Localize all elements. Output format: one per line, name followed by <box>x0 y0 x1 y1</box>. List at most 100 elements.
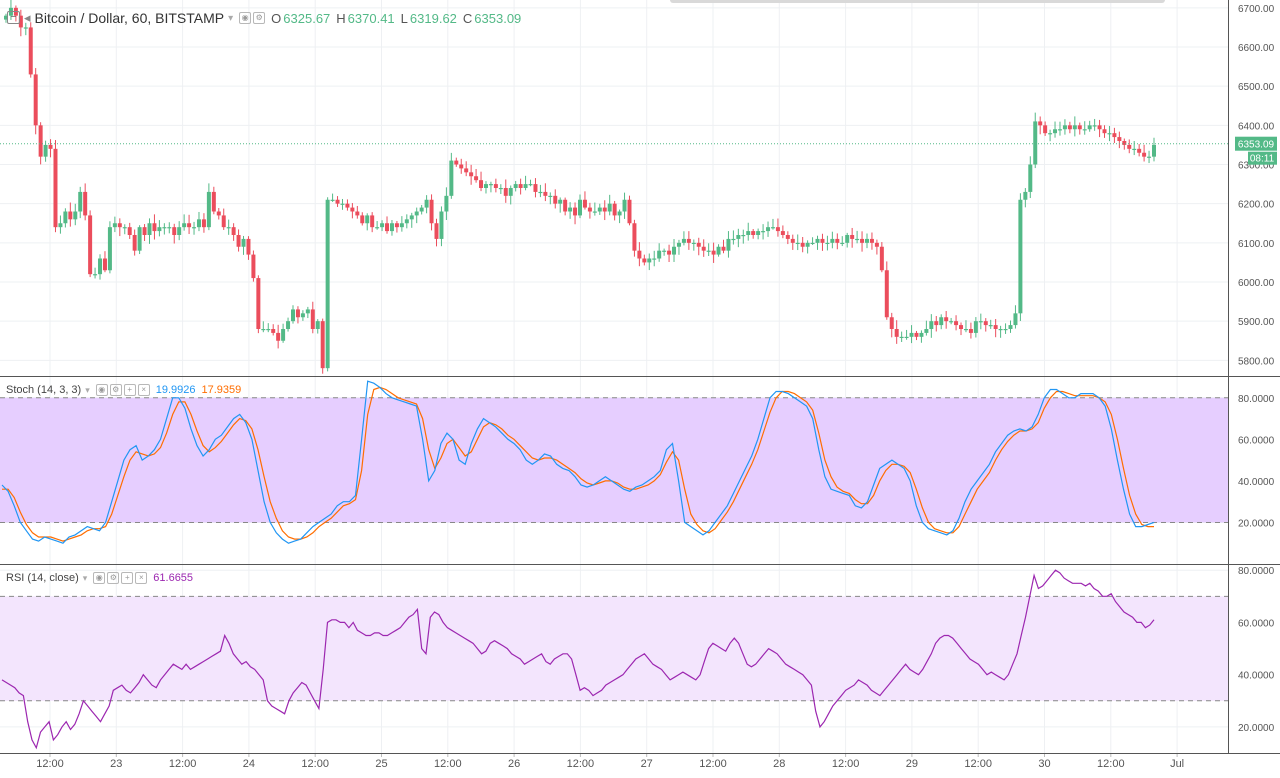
eye-icon[interactable]: ◉ <box>93 572 106 584</box>
candle-body-up <box>300 313 305 318</box>
collapse-icon[interactable]: − <box>7 11 20 24</box>
candle-body-up <box>578 199 582 216</box>
candle-body-up <box>538 191 543 194</box>
candle-body-up <box>855 238 860 241</box>
x-axis-tick-label: 12:00 <box>1097 758 1125 770</box>
candle-body-down <box>88 215 93 275</box>
candle-body-up <box>770 227 775 229</box>
candle-body-up <box>380 223 385 228</box>
candles[interactable] <box>4 0 1156 374</box>
candle-body-down <box>221 215 226 228</box>
candle-body-down <box>751 231 756 235</box>
scroll-indicator[interactable] <box>670 0 1165 3</box>
settings-icon[interactable]: ⚙ <box>107 572 120 584</box>
eye-icon[interactable]: ◉ <box>239 12 252 24</box>
x-axis-tick-label: 12:00 <box>169 758 197 770</box>
rsi-value: 61.6655 <box>153 572 194 584</box>
candle-body-up <box>498 188 503 190</box>
candle-body-down <box>884 270 889 318</box>
candle-body-down <box>637 250 642 259</box>
x-axis-tick-label: 26 <box>508 758 520 770</box>
candle-body-down <box>959 325 964 329</box>
candle-body-up <box>1107 133 1112 135</box>
x-axis-tick-label: 12:00 <box>434 758 462 770</box>
close-icon[interactable]: × <box>137 384 150 396</box>
candle-body-up <box>756 231 761 235</box>
symbol-title[interactable]: Bitcoin / Dollar, 60, BITSTAMP <box>34 10 225 26</box>
candle-body-up <box>1033 121 1038 165</box>
candle-body-up <box>548 195 553 198</box>
candle-body-up <box>305 309 310 314</box>
candle-body-down <box>1038 121 1043 126</box>
candle-body-up <box>98 258 103 275</box>
x-axis-tick-label: 12:00 <box>699 758 727 770</box>
candle-body-up <box>939 317 944 326</box>
candle-body-up <box>1062 125 1067 130</box>
candle-body-up <box>741 235 746 237</box>
settings-icon[interactable]: ⚙ <box>109 384 122 396</box>
rsi-title[interactable]: RSI (14, close) <box>6 572 79 584</box>
stoch-lines <box>1 380 1155 544</box>
candle-body-up <box>607 203 612 212</box>
candle-body-down <box>696 242 701 247</box>
candle-body-down <box>251 254 256 279</box>
y-axis-tick-label: 5800.00 <box>1238 356 1275 367</box>
candle-body-up <box>973 321 978 333</box>
countdown-tag-label: 08:11 <box>1250 154 1275 165</box>
candle-body-down <box>187 223 192 228</box>
candle-body-up <box>652 258 657 260</box>
chevron-down-icon[interactable]: ▾ <box>85 384 90 395</box>
candle-body-up <box>1082 129 1087 131</box>
candle-body-down <box>1137 148 1142 153</box>
candle-body-down <box>894 329 899 337</box>
candle-body-down <box>295 309 300 318</box>
candle-body-up <box>815 238 820 243</box>
candle-body-up <box>1072 125 1077 130</box>
x-axis-tick-label: 28 <box>773 758 785 770</box>
candle-body-up <box>1087 125 1092 130</box>
eye-icon[interactable]: ◉ <box>95 384 108 396</box>
add-icon[interactable]: + <box>121 572 134 584</box>
candle-body-down <box>993 325 998 329</box>
candle-body-down <box>860 238 865 243</box>
candle-body-up <box>1023 191 1028 200</box>
candle-body-up <box>4 15 8 20</box>
candle-body-down <box>874 242 879 247</box>
candle-body-up <box>389 223 394 232</box>
y-axis-tick-label: 80.0000 <box>1238 566 1275 577</box>
ohlc-open: O 6325.67 <box>271 10 331 26</box>
candle-body-up <box>513 184 518 188</box>
x-axis-tick-label: 23 <box>110 758 122 770</box>
chevron-down-icon[interactable]: ▾ <box>228 12 234 24</box>
chevron-down-icon[interactable]: ▾ <box>82 572 88 583</box>
candle-body-up <box>691 242 696 245</box>
candle-body-up <box>840 242 845 245</box>
candle-body-down <box>271 329 276 333</box>
candle-body-up <box>622 199 627 212</box>
candle-body-up <box>766 227 771 232</box>
y-axis-tick-label: 6300.00 <box>1238 161 1275 172</box>
candle-body-down <box>18 15 23 28</box>
candle-body-up <box>43 144 48 157</box>
candle-body-down <box>28 27 33 75</box>
settings-icon[interactable]: ⚙ <box>253 12 266 24</box>
candle-body-up <box>192 227 197 229</box>
candle-body-up <box>449 160 454 196</box>
stoch-k-line <box>1 380 1155 544</box>
candle-body-up <box>597 207 602 212</box>
candle-body-up <box>241 238 246 247</box>
candle-body-up <box>488 184 493 186</box>
candle-body-up <box>1003 329 1008 331</box>
add-icon[interactable]: + <box>123 384 136 396</box>
x-axis-tick-label: 12:00 <box>567 758 595 770</box>
close-icon[interactable]: × <box>135 572 148 584</box>
candle-body-down <box>518 184 523 188</box>
candle-body-down <box>53 148 58 228</box>
candle-body-up <box>795 242 800 245</box>
candle-body-up <box>23 27 28 29</box>
stoch-title[interactable]: Stoch (14, 3, 3) <box>6 384 82 396</box>
candle-body-up <box>444 195 449 212</box>
candle-body-up <box>196 219 201 228</box>
